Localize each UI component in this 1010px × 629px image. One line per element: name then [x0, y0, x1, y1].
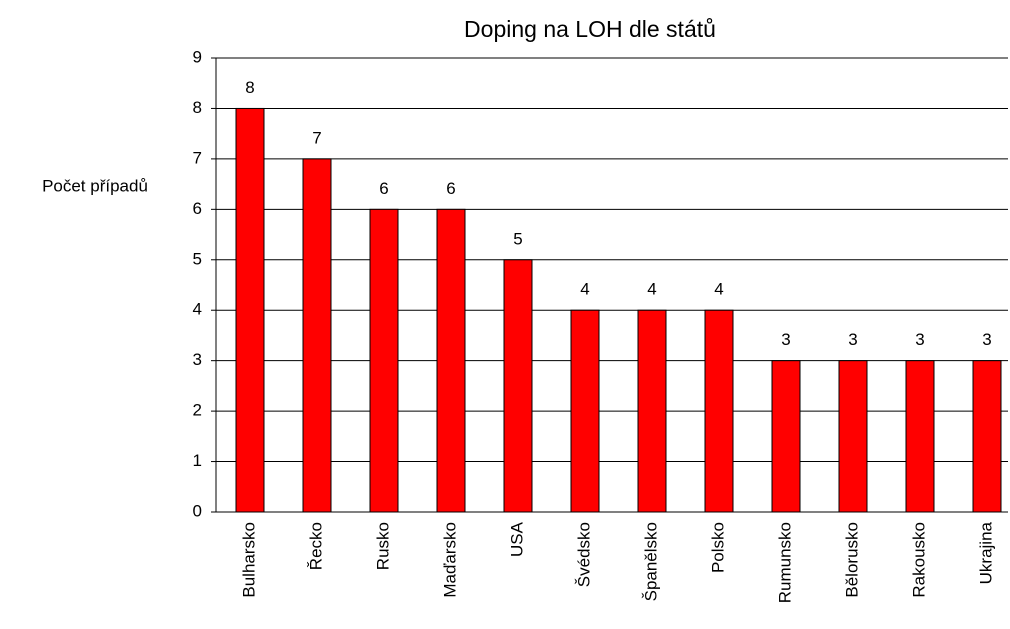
value-label: 3 — [781, 330, 790, 349]
x-tick-label: Polsko — [708, 522, 727, 573]
value-label: 7 — [312, 128, 321, 147]
bar — [905, 360, 935, 513]
x-tick-label: Bělorusko — [842, 522, 861, 598]
y-axis-label: Počet případů — [42, 176, 148, 195]
y-tick-label: 3 — [193, 350, 202, 369]
y-tick-label: 1 — [193, 451, 202, 470]
bar — [436, 208, 466, 513]
value-label: 4 — [714, 280, 723, 299]
y-tick-label: 5 — [193, 249, 202, 268]
x-tick-label: Rakousko — [909, 522, 928, 598]
value-label: 3 — [915, 330, 924, 349]
x-tick-label: Řecko — [306, 522, 325, 570]
chart-title: Doping na LOH dle států — [464, 16, 716, 42]
value-label: 6 — [379, 179, 388, 198]
x-tick-label: Ukrajina — [976, 521, 995, 584]
y-tick-label: 9 — [193, 47, 202, 66]
value-label: 6 — [446, 179, 455, 198]
value-label: 5 — [513, 229, 522, 248]
x-tick-label: Španělsko — [641, 522, 660, 601]
x-tick-label: Rusko — [373, 522, 392, 570]
y-tick-label: 6 — [193, 199, 202, 218]
x-tick-label: USA — [507, 521, 526, 557]
bar — [972, 360, 1002, 513]
value-label: 3 — [982, 330, 991, 349]
bar — [704, 309, 734, 513]
value-label: 4 — [580, 280, 589, 299]
value-label: 3 — [848, 330, 857, 349]
bar — [302, 158, 332, 513]
y-tick-label: 7 — [193, 148, 202, 167]
bar — [771, 360, 801, 513]
bar — [570, 309, 600, 513]
value-label: 4 — [647, 280, 656, 299]
bar — [503, 259, 533, 513]
y-tick-label: 0 — [193, 501, 202, 520]
x-tick-label: Rumunsko — [775, 522, 794, 603]
x-tick-label: Švédsko — [574, 522, 593, 587]
bar — [637, 309, 667, 513]
bar — [235, 107, 265, 513]
y-tick-label: 2 — [193, 401, 202, 420]
y-tick-label: 8 — [193, 98, 202, 117]
bar — [838, 360, 868, 513]
value-label: 8 — [245, 78, 254, 97]
y-tick-label: 4 — [193, 300, 202, 319]
bar — [369, 208, 399, 513]
x-tick-label: Maďarsko — [440, 522, 459, 598]
x-tick-label: Bulharsko — [239, 522, 258, 598]
